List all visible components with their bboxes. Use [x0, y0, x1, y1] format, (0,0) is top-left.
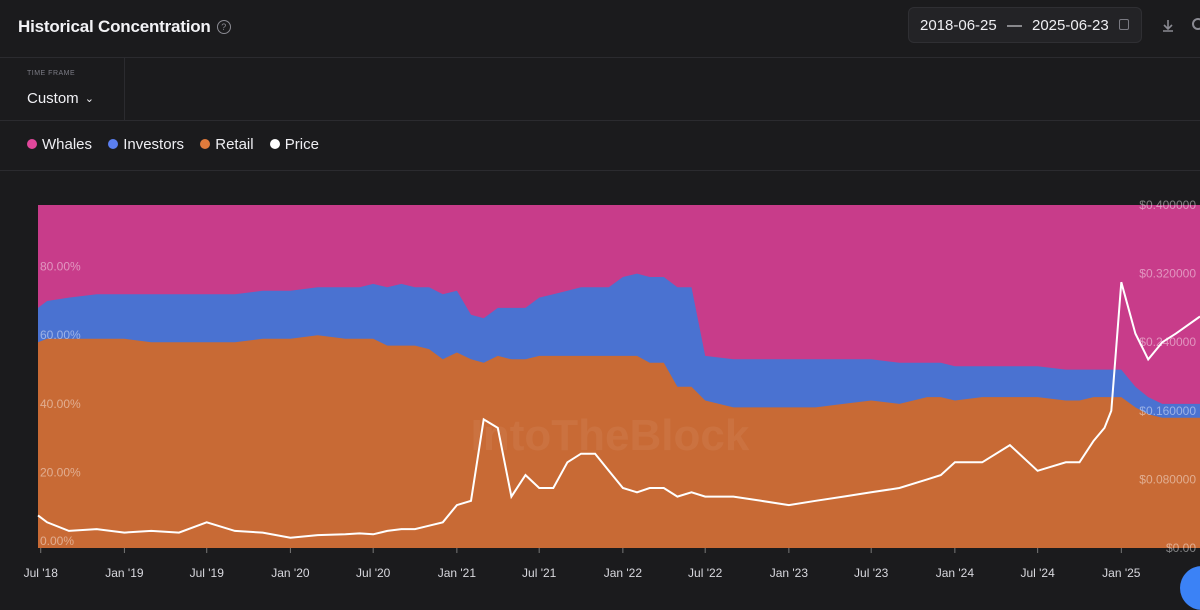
retail-area[interactable] [38, 335, 1200, 548]
help-icon[interactable]: ? [216, 20, 231, 34]
retail-dot [200, 139, 211, 149]
divider [0, 120, 1200, 121]
x-tick-label: Jan '24 [936, 566, 975, 580]
x-tick-label: Jan '20 [271, 566, 310, 580]
x-tick-label: Jul '24 [1020, 566, 1055, 580]
chevron-down-icon: ⌄ [84, 93, 94, 105]
date-separator: — [1007, 17, 1022, 34]
x-tick-label: Jul '20 [356, 566, 391, 580]
date-range-picker[interactable]: 2018-06-25 — 2025-06-23 [908, 7, 1142, 43]
x-tick-label: Jul '19 [190, 566, 225, 580]
investors-dot [108, 139, 119, 149]
legend-label-price: Price [284, 136, 319, 153]
page-title: Historical Concentration? [18, 17, 231, 37]
x-tick-label: Jan '23 [770, 566, 809, 580]
y-right-tick-label: $0.400000 [1139, 198, 1196, 212]
settings-icon[interactable] [1192, 18, 1200, 30]
price-dot [269, 139, 280, 149]
timeframe-select[interactable]: Custom ⌄ [27, 90, 94, 107]
whales-dot [27, 139, 37, 149]
x-tick-label: Jan '22 [604, 566, 643, 580]
x-tick-label: Jul '18 [24, 566, 59, 580]
x-tick-label: Jan '19 [105, 566, 144, 580]
y-left-tick-label: 0.00% [40, 534, 74, 548]
date-start: 2018-06-25 [920, 17, 997, 34]
timeframe-value: Custom [27, 90, 79, 107]
y-right-tick-label: $0.00 [1166, 541, 1196, 555]
legend-item-whales[interactable]: Whales [27, 136, 92, 153]
price-line[interactable] [37, 281, 1200, 539]
x-tick-label: Jan '21 [438, 566, 477, 580]
timeframe-label: TIME FRAME [27, 70, 76, 77]
watermark: IntoTheBlock [471, 411, 750, 460]
legend-item-investors[interactable]: Investors [108, 136, 184, 153]
legend-label-whales: Whales [42, 136, 93, 153]
y-left-tick-label: 80.00% [40, 260, 81, 274]
header-bar: Historical Concentration? 2018-06-25 — 2… [0, 0, 1200, 58]
x-tick-label: Jul '22 [688, 566, 723, 580]
legend-label-retail: Retail [215, 136, 254, 153]
concentration-chart[interactable]: IntoTheBlock 0.00% 20.00% 40.00% 60.00% 80.00… [0, 180, 1200, 600]
title-text: Historical Concentration [18, 17, 211, 36]
date-end: 2025-06-23 [1032, 17, 1109, 34]
divider [0, 170, 1200, 171]
x-tick-label: Jul '23 [854, 566, 889, 580]
chat-button[interactable] [1180, 566, 1200, 610]
timeframe-panel: TIME FRAME Custom ⌄ [0, 58, 125, 120]
y-right-tick-label: $0.240000 [1139, 335, 1196, 349]
y-left-tick-label: 40.00% [40, 397, 81, 411]
legend-item-retail[interactable]: Retail [200, 136, 254, 153]
legend-item-price[interactable]: Price [269, 136, 319, 153]
legend-label-investors: Investors [123, 136, 185, 153]
y-left-tick-label: 20.00% [40, 465, 81, 479]
y-right-tick-label: $0.080000 [1139, 472, 1196, 486]
x-tick-label: Jul '21 [522, 566, 557, 580]
y-right-tick-label: $0.160000 [1139, 404, 1196, 418]
y-left-tick-label: 60.00% [40, 328, 81, 342]
x-tick-label: Jan '25 [1102, 566, 1141, 580]
y-right-tick-label: $0.320000 [1139, 267, 1196, 281]
calendar-icon[interactable] [1119, 19, 1129, 30]
chart-legend: Whales Investors Retail Price [27, 136, 331, 153]
download-icon[interactable] [1160, 18, 1176, 34]
